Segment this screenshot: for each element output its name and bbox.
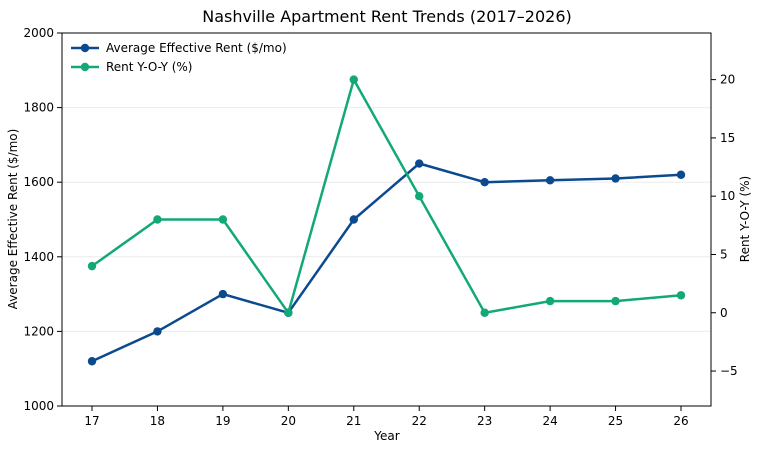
series-line <box>91 78 682 315</box>
x-tick-label: 21 <box>346 414 361 428</box>
data-point <box>218 289 228 299</box>
x-tick-label: 24 <box>542 414 557 428</box>
y-left-tick-label: 1200 <box>23 324 54 338</box>
data-point <box>611 296 620 306</box>
data-point <box>676 291 686 300</box>
y-right-tick-label: −5 <box>720 364 738 378</box>
data-point <box>480 178 489 187</box>
y-right-tick-label: 10 <box>720 189 735 203</box>
data-point <box>545 176 555 185</box>
data-point <box>87 261 97 271</box>
grid-lines <box>62 107 711 332</box>
data-point <box>284 308 293 317</box>
data-point <box>153 327 162 336</box>
x-tick-label: 17 <box>84 414 99 428</box>
data-point <box>218 215 228 224</box>
x-tick-label: 20 <box>281 414 296 428</box>
x-axis-label: Year <box>373 429 399 443</box>
data-point <box>676 170 686 179</box>
data-point <box>415 159 424 168</box>
x-tick-label: 26 <box>673 414 688 428</box>
y-left-tick-label: 1000 <box>23 399 54 413</box>
legend-label: Average Effective Rent ($/mo) <box>106 41 287 55</box>
x-tick-label: 23 <box>477 414 492 428</box>
data-point <box>545 296 555 306</box>
axes: 1000 1200 1400 1600 1800 2000 −5 0 5 10 15 20 17 18 19… <box>23 26 737 428</box>
data-point <box>611 174 620 183</box>
y-left-tick-label: 1400 <box>23 250 54 264</box>
legend: Average Effective Rent ($/mo) Rent Y-O-Y … <box>71 41 287 74</box>
y-left-tick-label: 1600 <box>23 175 54 189</box>
y-right-tick-label: 5 <box>720 247 728 261</box>
y-axis-right-label: Rent Y-O-Y (%) <box>738 176 752 262</box>
y-right-tick-label: 0 <box>720 306 728 320</box>
x-tick-label: 22 <box>412 414 427 428</box>
y-right-tick-label: 20 <box>720 73 735 87</box>
legend-label: Rent Y-O-Y (%) <box>106 60 192 74</box>
chart-title: Nashville Apartment Rent Trends (2017–20… <box>202 7 572 26</box>
y-left-tick-label: 1800 <box>23 101 54 115</box>
series-layer <box>87 75 686 366</box>
y-axis-left-label: Average Effective Rent ($/mo) <box>6 129 20 310</box>
x-tick-label: 19 <box>215 414 230 428</box>
plot-frame <box>61 32 712 407</box>
data-point <box>415 191 424 201</box>
data-point <box>349 215 358 224</box>
x-tick-label: 18 <box>150 414 165 428</box>
legend-swatch-marker <box>80 43 90 53</box>
data-point <box>480 308 489 317</box>
data-point <box>349 75 358 84</box>
data-point <box>87 357 97 366</box>
y-left-tick-label: 2000 <box>23 26 54 40</box>
legend-swatch-marker <box>80 62 90 72</box>
x-tick-label: 25 <box>608 414 623 428</box>
y-right-tick-label: 15 <box>720 131 735 145</box>
series-line <box>91 162 682 363</box>
data-point <box>153 215 162 224</box>
